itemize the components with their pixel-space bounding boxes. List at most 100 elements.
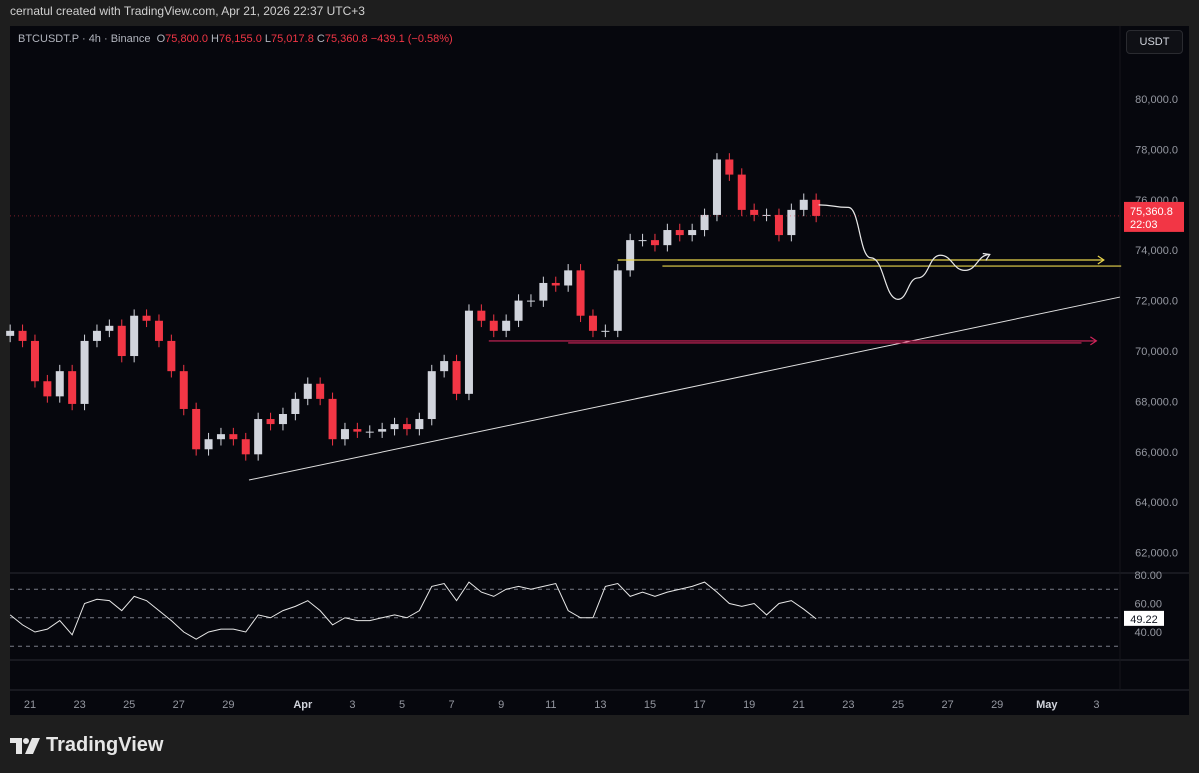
change-value: −439.1 (−0.58%): [370, 33, 453, 45]
candle-up: [365, 431, 374, 433]
time-tick-label: 11: [545, 699, 556, 711]
time-tick-label: 3: [1093, 699, 1099, 711]
open-value: 75,800.0: [165, 33, 208, 45]
candle-up: [440, 361, 449, 372]
candle-down: [179, 371, 188, 409]
close-label: C: [316, 33, 325, 45]
time-tick-label: 9: [498, 699, 504, 711]
time-tick-label: May: [1036, 699, 1058, 711]
candle-down: [489, 320, 498, 331]
time-tick-label: 23: [842, 699, 854, 711]
price-tick-label: 74,000.0: [1135, 245, 1178, 257]
candle-down: [675, 230, 684, 236]
rsi-value-badge: [1124, 610, 1164, 626]
candle-down: [229, 434, 238, 440]
candle-down: [402, 424, 411, 430]
candle-down: [241, 439, 250, 455]
open-label: O: [156, 33, 166, 45]
close-value: 75,360.8: [324, 33, 368, 45]
candle-up: [303, 383, 312, 399]
candle-up: [105, 325, 114, 331]
last-price-countdown: 22:03: [1130, 219, 1158, 231]
candle-down: [117, 325, 126, 357]
time-tick-label: 13: [594, 699, 606, 711]
candle-down: [18, 330, 27, 341]
candle-down: [588, 315, 597, 331]
price-tick-label: 70,000.0: [1135, 346, 1178, 358]
candle-up: [564, 270, 573, 286]
price-tick-label: 66,000.0: [1135, 447, 1178, 459]
demand-line-arrow-icon: [1090, 336, 1098, 346]
time-tick-label: 3: [349, 699, 355, 711]
tradingview-logo-icon: [10, 737, 40, 754]
trendline: [248, 296, 1121, 481]
candle-up: [663, 230, 672, 246]
price-tick-label: 72,000.0: [1135, 296, 1178, 308]
rsi-line: [9, 581, 817, 640]
candle-up: [514, 300, 523, 321]
symbol-legend: BTCUSDT.P · 4h · Binance O75,800.0 H76,1…: [18, 33, 453, 45]
time-tick-label: 29: [991, 699, 1003, 711]
candle-up: [55, 371, 64, 397]
candle-up: [626, 240, 635, 271]
low-value: 75,017.8: [271, 33, 314, 45]
projection-path: [818, 204, 990, 300]
time-tick-label: 25: [123, 699, 135, 711]
candle-down: [353, 429, 362, 432]
candle-up: [390, 424, 399, 430]
candle-down: [576, 270, 585, 316]
candle-up: [216, 434, 225, 440]
currency-button[interactable]: USDT: [1126, 30, 1183, 54]
price-tick-label: 78,000.0: [1135, 144, 1178, 156]
candle-down: [750, 209, 759, 215]
price-tick-label: 80,000.0: [1135, 94, 1178, 106]
candle-up: [340, 429, 349, 440]
low-label: L: [264, 33, 272, 45]
time-tick-label: 5: [399, 699, 405, 711]
candle-down: [30, 340, 39, 382]
last-price-badge: [1124, 201, 1184, 232]
candle-down: [328, 398, 337, 440]
candle-up: [427, 371, 436, 420]
time-tick-label: 17: [693, 699, 705, 711]
candle-up: [204, 439, 213, 450]
candle-up: [526, 300, 535, 302]
time-tick-label: 27: [941, 699, 953, 711]
candle-up: [464, 310, 473, 394]
candle-down: [142, 315, 151, 321]
candle-down: [43, 381, 52, 397]
chart-credit: cernatul created with TradingView.com, A…: [10, 4, 365, 18]
candle-down: [551, 282, 560, 286]
candle-down: [167, 340, 176, 372]
candle-up: [378, 429, 387, 432]
candle-down: [68, 371, 77, 404]
candle-up: [291, 398, 300, 414]
candle-up: [415, 419, 424, 430]
time-tick-label: 7: [449, 699, 455, 711]
candle-down: [452, 361, 461, 394]
candle-down: [154, 320, 163, 341]
price-tick-label: 68,000.0: [1135, 396, 1178, 408]
candle-up: [539, 282, 548, 301]
candle-up: [278, 414, 287, 425]
candle-up: [254, 419, 263, 455]
candle-up: [613, 270, 622, 331]
time-tick-label: 15: [644, 699, 656, 711]
candle-up: [130, 315, 139, 357]
candle-up: [6, 330, 15, 336]
candle-up: [799, 199, 808, 210]
time-tick-label: 27: [173, 699, 185, 711]
support-line-arrow-icon: [1097, 255, 1105, 265]
candle-up: [502, 320, 511, 331]
time-tick-label: Apr: [293, 699, 313, 711]
time-tick-label: 23: [73, 699, 85, 711]
time-tick-label: 21: [793, 699, 805, 711]
candle-up: [688, 230, 697, 236]
candle-down: [737, 174, 746, 210]
candle-up: [787, 209, 796, 236]
price-tick-label: 62,000.0: [1135, 548, 1178, 560]
tradingview-logo: TradingView: [10, 734, 163, 757]
rsi-tick-label: 60.00: [1134, 599, 1162, 611]
last-price-value: 75,360.8: [1130, 206, 1173, 218]
